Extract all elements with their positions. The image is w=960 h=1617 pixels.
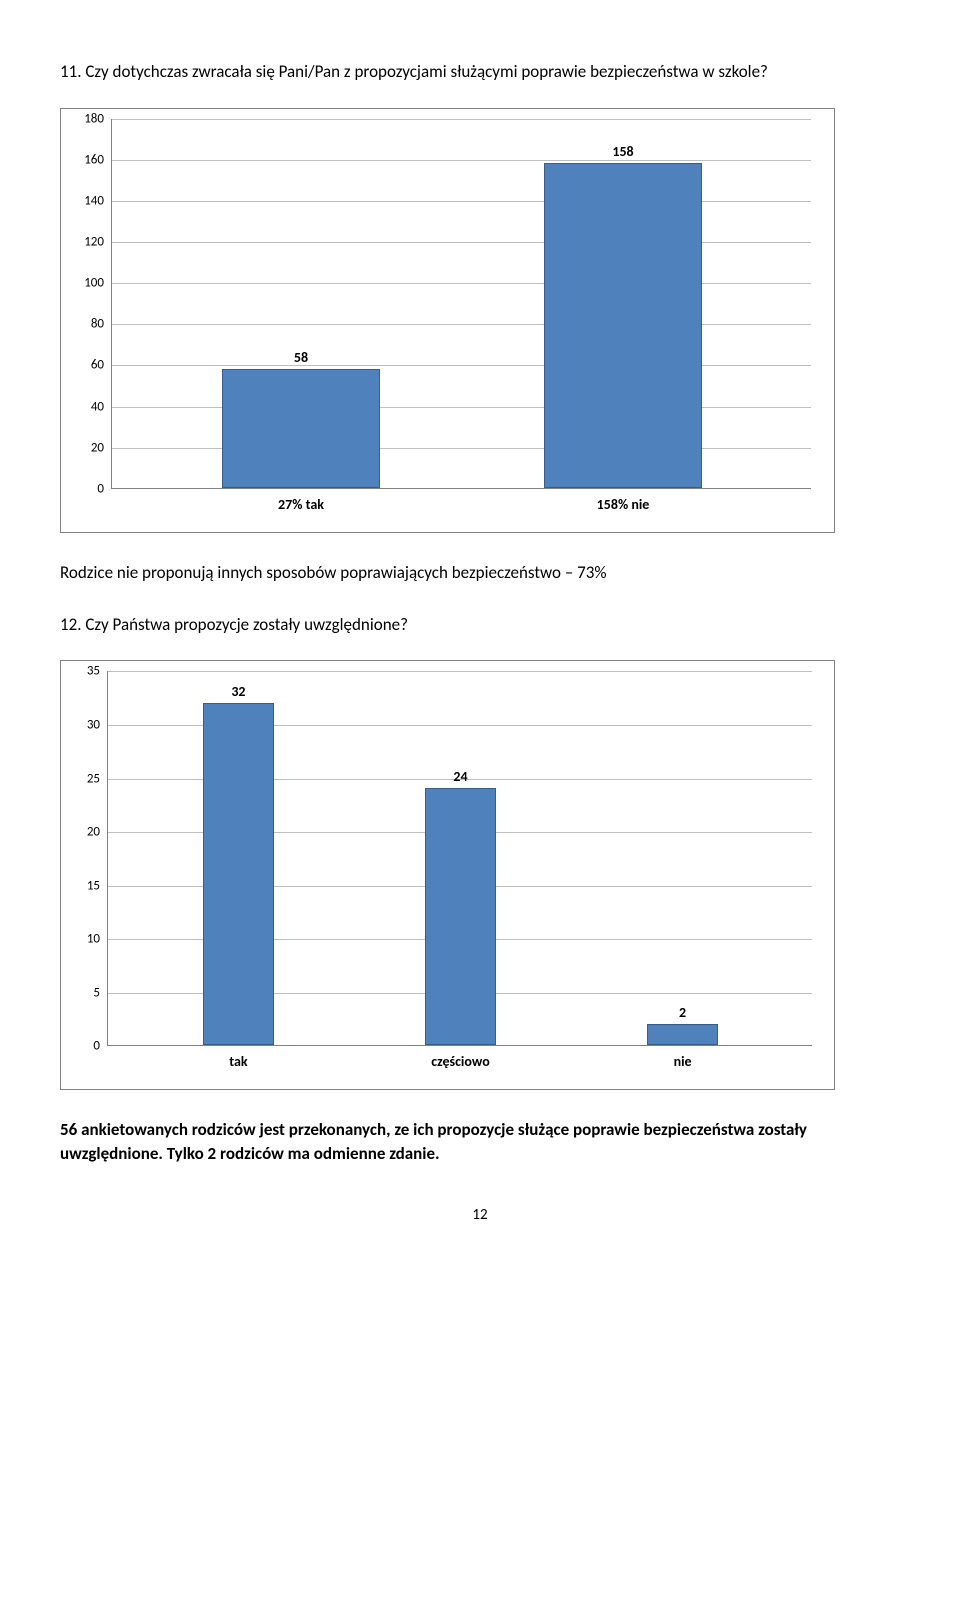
chart-q11-bar	[222, 369, 380, 488]
chart-q11-gridline	[112, 407, 811, 408]
question-12-text: 12. Czy Państwa propozycje zostały uwzgl…	[60, 613, 900, 637]
chart-q12-ytick: 30	[87, 717, 108, 732]
chart-q12-xtick: tak	[229, 1045, 247, 1070]
chart-q11-gridline	[112, 448, 811, 449]
chart-q11-gridline	[112, 119, 811, 120]
chart-q11-ytick: 80	[91, 317, 112, 332]
chart-q12-bar	[647, 1024, 718, 1045]
chart-q11-gridline	[112, 160, 811, 161]
chart-q11: 0 20 40 60 80 100 120 140 160 180 58 27% tak 158 158%…	[60, 108, 835, 533]
chart-q12-xtick: nie	[674, 1045, 692, 1070]
chart-q12-bar	[203, 703, 274, 1046]
chart-q11-xtick: 27% tak	[278, 488, 324, 513]
chart-q11-ytick: 20	[91, 440, 112, 455]
summary-q11: Rodzice nie proponują innych sposobów po…	[60, 561, 900, 585]
chart-q11-ytick: 120	[84, 235, 112, 250]
chart-q11-bar-value-label: 158	[612, 143, 633, 160]
chart-q12-plot-area: 0510152025303532tak24częściowo2nie	[107, 671, 812, 1046]
chart-q12-ytick: 25	[87, 771, 108, 786]
chart-q11-bar	[544, 163, 702, 488]
chart-q11-gridline	[112, 365, 811, 366]
chart-q11-ytick: 60	[91, 358, 112, 373]
chart-q11-ytick: 160	[84, 152, 112, 167]
chart-q12-ytick: 15	[87, 878, 108, 893]
chart-q11-gridline	[112, 283, 811, 284]
chart-q11-gridline	[112, 242, 811, 243]
chart-q11-gridline	[112, 324, 811, 325]
chart-q12-ytick: 5	[93, 985, 108, 1000]
chart-q12-ytick: 0	[93, 1039, 108, 1054]
chart-q12-gridline	[108, 671, 812, 672]
summary-q12: 56 ankietowanych rodziców jest przekonan…	[60, 1118, 900, 1166]
chart-q12-bar-value-label: 24	[453, 768, 467, 785]
chart-q11-xtick: 158% nie	[597, 488, 650, 513]
chart-q11-gridline	[112, 201, 811, 202]
chart-q12-xtick: częściowo	[431, 1045, 489, 1070]
chart-q12-ytick: 20	[87, 825, 108, 840]
page-number: 12	[60, 1206, 900, 1224]
chart-q11-ytick: 100	[84, 276, 112, 291]
chart-q11-plot-area: 0204060801001201401601805827% tak158158%…	[111, 119, 811, 489]
chart-q12-ytick: 35	[87, 664, 108, 679]
chart-q12-bar	[425, 788, 496, 1045]
chart-q11-bar-value-label: 58	[294, 349, 308, 366]
chart-q11-ytick: 180	[84, 111, 112, 126]
question-11-text: 11. Czy dotychczas zwracała się Pani/Pan…	[60, 60, 900, 84]
chart-q11-ytick: 0	[97, 481, 112, 496]
chart-q12-bar-value-label: 32	[231, 683, 245, 700]
chart-q12-bar-value-label: 2	[679, 1004, 686, 1021]
chart-q11-ytick: 140	[84, 194, 112, 209]
chart-q12: 0 5 10 15 20 25 30 35 32 tak 24 częściowo 2 nie	[60, 660, 835, 1090]
chart-q11-ytick: 40	[91, 399, 112, 414]
chart-q12-ytick: 10	[87, 932, 108, 947]
